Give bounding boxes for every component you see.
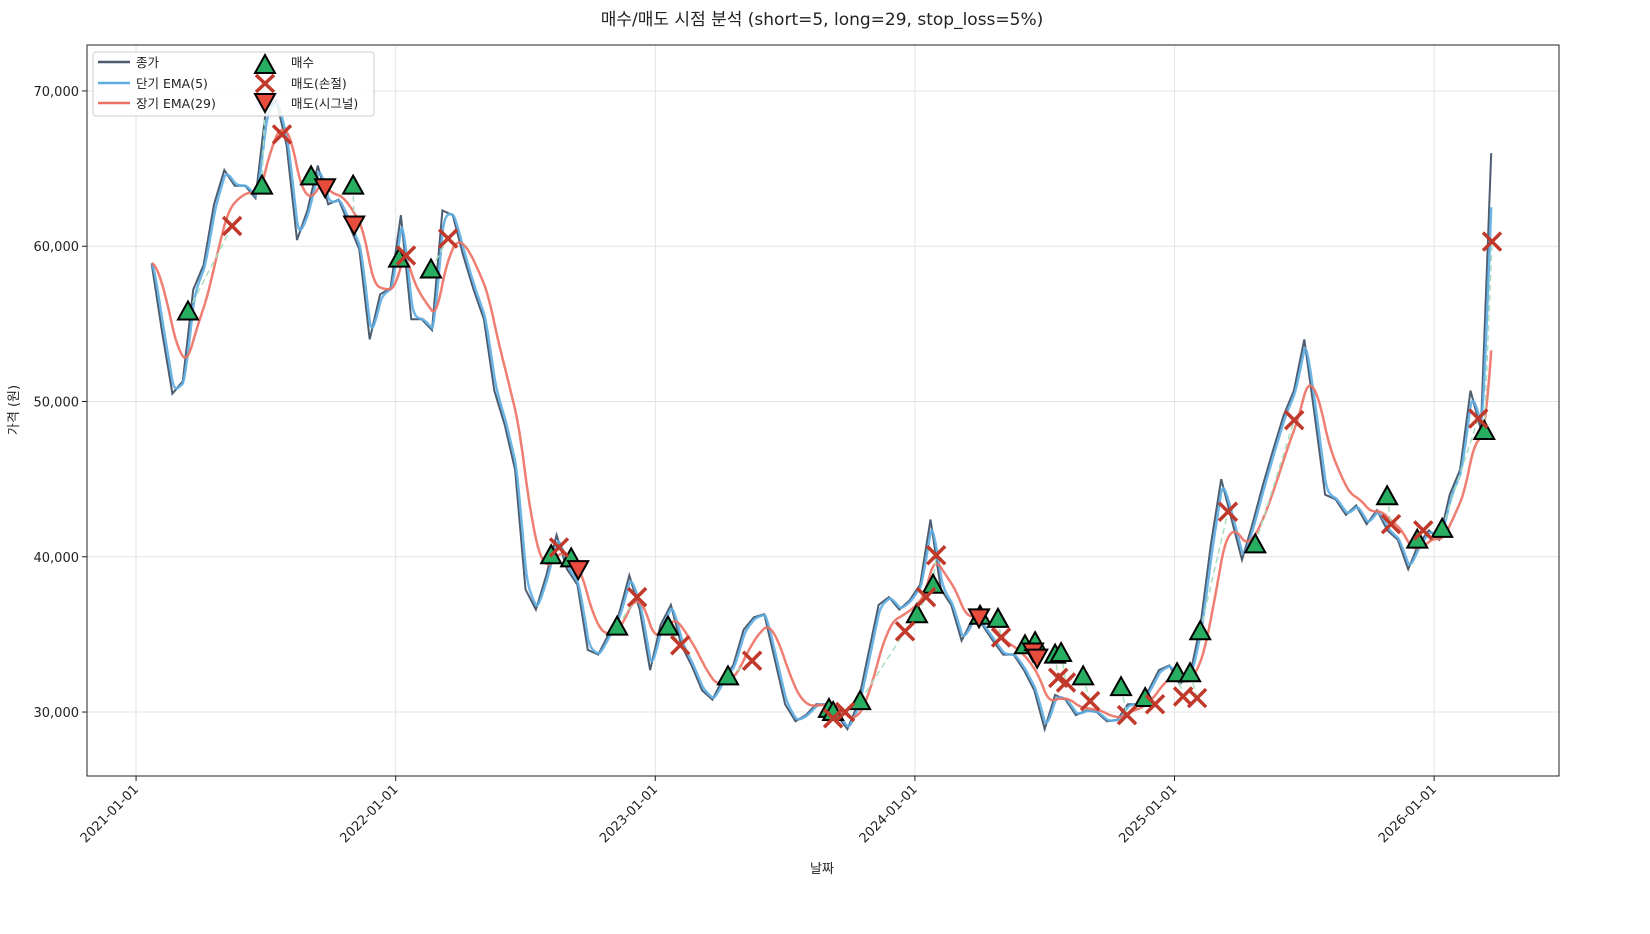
buy-marker	[656, 614, 680, 636]
stop-loss-marker	[221, 215, 243, 237]
sell-signal-marker	[313, 178, 337, 200]
sell-signal-marker	[342, 215, 366, 237]
x-tick-label: 2021-01-01	[78, 782, 142, 846]
stop-loss-marker	[1116, 704, 1138, 726]
x-tick-label: 2023-01-01	[597, 782, 661, 846]
stop-loss-marker	[669, 635, 691, 656]
trade-connector	[187, 225, 233, 312]
stop-loss-marker	[548, 537, 570, 558]
buy-marker	[1430, 516, 1454, 538]
buy-marker	[1243, 532, 1267, 554]
trade-connector	[1483, 241, 1493, 432]
x-tick-label: 2026-01-01	[1376, 782, 1440, 846]
stop-loss-marker	[1055, 672, 1077, 693]
stop-loss-marker	[626, 586, 648, 608]
buy-marker	[1109, 675, 1133, 697]
buy-marker	[419, 257, 443, 279]
y-axis-label: 가격 (원)	[7, 385, 22, 435]
y-tick-label: 30,000	[34, 706, 80, 721]
stop-loss-marker	[822, 708, 844, 729]
plot-frame	[86, 44, 1560, 777]
x-axis: 2021-01-01 2022-01-01 2023-01-01 2024-01-01…	[78, 776, 1440, 846]
buy-marker	[905, 602, 929, 624]
stop-loss-marker	[834, 701, 856, 723]
legend-label-sell-signal: 매도(시그널)	[291, 96, 358, 111]
stop-loss-marker	[395, 245, 417, 266]
legend-label-close: 종가	[136, 55, 160, 70]
buy-marker	[921, 572, 945, 594]
trade-connector	[261, 101, 266, 186]
stop-loss-marker	[1283, 409, 1305, 431]
stop-loss-marker	[990, 627, 1012, 648]
stop-loss-marker	[1380, 513, 1402, 535]
legend-box	[92, 51, 375, 117]
buy-marker	[1375, 484, 1399, 506]
y-tick-label: 50,000	[34, 395, 80, 410]
trade-connector	[1254, 419, 1295, 545]
buy-marker	[1472, 418, 1496, 440]
marker-layer	[176, 92, 1503, 729]
legend-buy-icon	[253, 52, 277, 74]
legend-label-ema-short: 단기 EMA(5)	[136, 76, 208, 91]
legend-sell-signal-icon	[253, 93, 277, 115]
x-axis-label: 날짜	[810, 862, 834, 877]
buy-marker	[986, 606, 1010, 628]
stop-loss-marker	[1468, 408, 1489, 429]
y-tick-label: 60,000	[34, 240, 80, 255]
legend: 종가 단기 EMA(5) 장기 EMA(29) 매수 매도(손절) 매도(시그널…	[92, 51, 375, 117]
stop-loss-marker	[1481, 231, 1503, 252]
trade-connector	[1199, 511, 1229, 632]
ema-long-line	[151, 128, 1493, 719]
y-tick-label: 40,000	[34, 551, 80, 566]
buy-marker	[1071, 664, 1095, 686]
stop-loss-marker	[1144, 694, 1166, 715]
sell-signal-marker	[566, 560, 590, 582]
stop-loss-marker	[1412, 520, 1434, 541]
trade-connector	[859, 630, 906, 702]
stop-loss-marker	[1079, 690, 1101, 712]
buy-marker	[605, 614, 629, 636]
stop-loss-marker	[1186, 687, 1208, 709]
buy-marker	[250, 173, 274, 195]
stop-loss-marker	[894, 621, 916, 642]
series-layer	[150, 98, 1493, 733]
buy-marker	[341, 173, 365, 195]
legend-label-ema-long: 장기 EMA(29)	[136, 96, 216, 111]
stop-loss-marker	[271, 124, 293, 145]
buy-marker	[1188, 619, 1212, 641]
buy-marker	[716, 664, 740, 686]
buy-marker	[1178, 661, 1202, 683]
y-axis: 30,000 40,000 50,000 60,000 70,000	[34, 85, 87, 721]
x-tick-label: 2025-01-01	[1116, 782, 1180, 846]
buy-marker	[1049, 640, 1073, 663]
stop-loss-marker	[915, 586, 937, 608]
x-tick-label: 2022-01-01	[337, 782, 401, 846]
legend-stop-loss-icon	[254, 73, 276, 94]
legend-label-stop-loss: 매도(손절)	[291, 76, 347, 91]
y-tick-label: 70,000	[34, 85, 80, 100]
x-tick-label: 2024-01-01	[857, 782, 921, 846]
stop-loss-marker	[437, 228, 459, 249]
legend-label-buy: 매수	[291, 55, 314, 70]
stop-loss-marker	[1217, 501, 1239, 522]
stop-loss-marker	[925, 544, 947, 566]
chart-title: 매수/매도 시점 분석 (short=5, long=29, stop_loss…	[601, 10, 1044, 30]
sell-signal-marker	[1025, 648, 1049, 670]
buy-marker	[176, 299, 200, 321]
stop-loss-marker	[741, 650, 763, 672]
buy-marker	[848, 689, 872, 711]
sell-signal-marker	[967, 608, 991, 630]
grid	[87, 45, 1559, 776]
